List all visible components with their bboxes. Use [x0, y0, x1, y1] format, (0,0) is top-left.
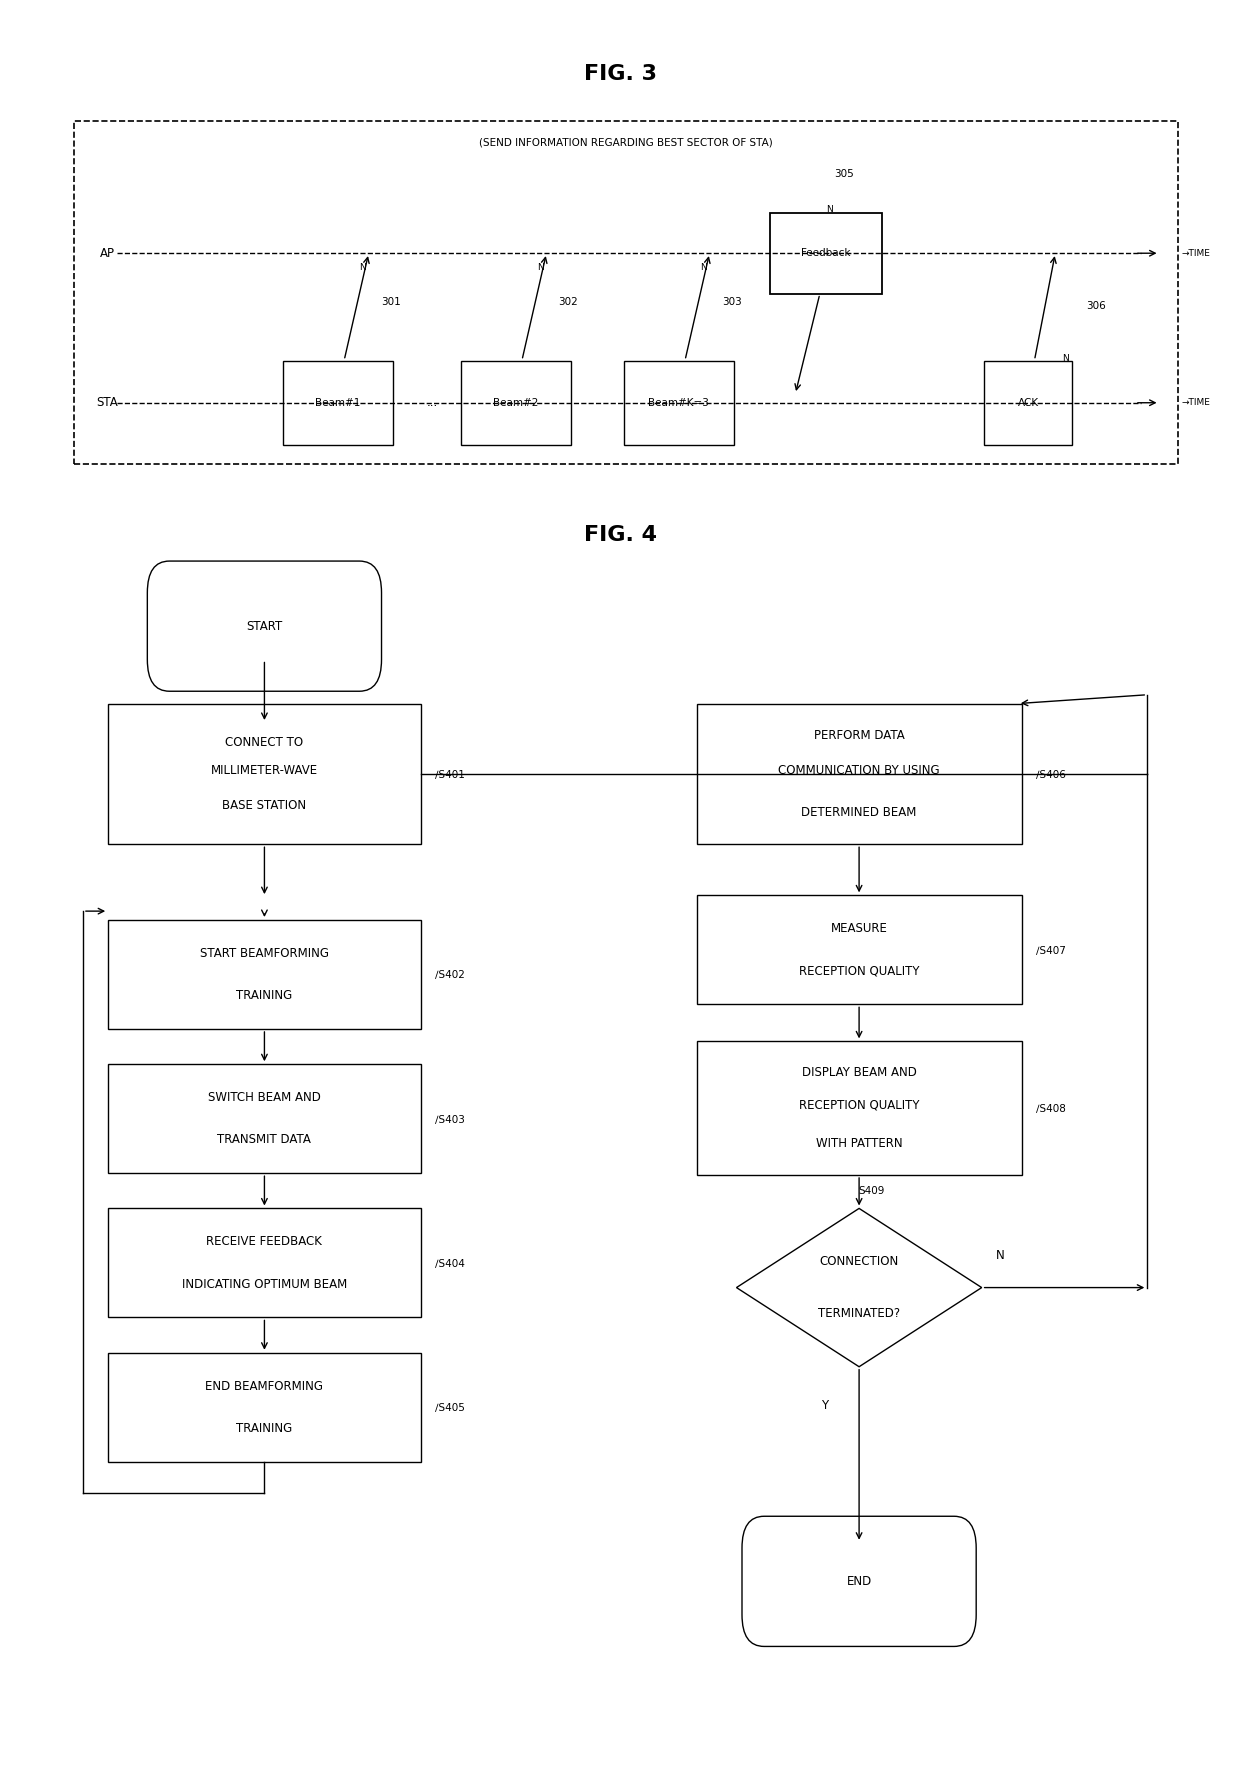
Text: END BEAMFORMING: END BEAMFORMING	[206, 1379, 324, 1392]
Text: SWITCH BEAM AND: SWITCH BEAM AND	[208, 1090, 321, 1105]
Text: 301: 301	[381, 296, 401, 307]
Text: DISPLAY BEAM AND: DISPLAY BEAM AND	[801, 1067, 916, 1080]
Text: ∕S406: ∕S406	[1037, 769, 1066, 778]
Text: N: N	[996, 1250, 1004, 1262]
Text: MILLIMETER-WAVE: MILLIMETER-WAVE	[211, 764, 317, 777]
Text: ∕S403: ∕S403	[435, 1113, 465, 1124]
Text: FIG. 3: FIG. 3	[584, 64, 656, 83]
Text: Beam#1: Beam#1	[315, 397, 361, 408]
Text: ∕S401: ∕S401	[435, 769, 465, 778]
Text: 305: 305	[835, 168, 854, 179]
FancyBboxPatch shape	[460, 360, 570, 445]
FancyBboxPatch shape	[108, 920, 420, 1028]
Text: (SEND INFORMATION REGARDING BEST SECTOR OF STA): (SEND INFORMATION REGARDING BEST SECTOR …	[479, 137, 773, 147]
Text: N: N	[537, 262, 543, 271]
Text: Feedback: Feedback	[801, 248, 851, 259]
FancyBboxPatch shape	[742, 1516, 976, 1647]
Text: TERMINATED?: TERMINATED?	[818, 1307, 900, 1321]
Text: RECEPTION QUALITY: RECEPTION QUALITY	[799, 1097, 919, 1112]
Text: CONNECT TO: CONNECT TO	[226, 736, 304, 748]
Text: ∕S408: ∕S408	[1037, 1103, 1066, 1113]
Text: N: N	[826, 204, 833, 215]
Text: WITH PATTERN: WITH PATTERN	[816, 1136, 903, 1151]
Text: END: END	[847, 1574, 872, 1589]
Text: CONNECTION: CONNECTION	[820, 1255, 899, 1268]
Text: TRAINING: TRAINING	[237, 989, 293, 1002]
FancyBboxPatch shape	[74, 121, 1178, 465]
Text: N: N	[701, 262, 707, 271]
Text: TRANSMIT DATA: TRANSMIT DATA	[217, 1133, 311, 1147]
Text: MEASURE: MEASURE	[831, 922, 888, 934]
Text: N: N	[360, 262, 366, 271]
Text: Beam#K=3: Beam#K=3	[649, 397, 709, 408]
Text: →TIME: →TIME	[1182, 248, 1210, 257]
FancyBboxPatch shape	[108, 1209, 420, 1317]
Text: S409: S409	[858, 1186, 884, 1195]
FancyBboxPatch shape	[697, 895, 1022, 1004]
Text: →TIME: →TIME	[1182, 399, 1210, 408]
FancyBboxPatch shape	[108, 1353, 420, 1461]
FancyBboxPatch shape	[108, 1064, 420, 1174]
Text: COMMUNICATION BY USING: COMMUNICATION BY USING	[779, 764, 940, 777]
Text: ∕S402: ∕S402	[435, 970, 465, 979]
Text: ACK: ACK	[1018, 397, 1039, 408]
FancyBboxPatch shape	[283, 360, 393, 445]
Text: Beam#2: Beam#2	[494, 397, 538, 408]
Text: DETERMINED BEAM: DETERMINED BEAM	[801, 807, 916, 819]
Text: INDICATING OPTIMUM BEAM: INDICATING OPTIMUM BEAM	[182, 1278, 347, 1291]
Text: RECEPTION QUALITY: RECEPTION QUALITY	[799, 965, 919, 977]
Text: START: START	[247, 619, 283, 633]
FancyBboxPatch shape	[108, 704, 420, 844]
Text: FIG. 4: FIG. 4	[584, 525, 656, 544]
FancyBboxPatch shape	[624, 360, 734, 445]
Text: ...: ...	[427, 395, 438, 410]
FancyBboxPatch shape	[697, 1041, 1022, 1175]
Text: ∕S404: ∕S404	[435, 1259, 465, 1268]
Text: 302: 302	[559, 296, 578, 307]
Text: ∕S405: ∕S405	[435, 1402, 465, 1413]
FancyBboxPatch shape	[697, 704, 1022, 844]
Text: N: N	[1061, 355, 1069, 363]
Text: 303: 303	[722, 296, 742, 307]
Text: ∕S407: ∕S407	[1037, 945, 1066, 956]
Text: PERFORM DATA: PERFORM DATA	[813, 729, 904, 741]
FancyBboxPatch shape	[148, 560, 382, 691]
Text: Y: Y	[821, 1399, 828, 1411]
FancyBboxPatch shape	[770, 213, 883, 294]
Text: AP: AP	[100, 246, 115, 259]
FancyBboxPatch shape	[985, 360, 1073, 445]
Text: STA: STA	[97, 395, 118, 410]
Polygon shape	[737, 1209, 982, 1367]
Text: START BEAMFORMING: START BEAMFORMING	[200, 947, 329, 959]
Text: 306: 306	[1086, 301, 1106, 310]
Text: BASE STATION: BASE STATION	[222, 800, 306, 812]
Text: TRAINING: TRAINING	[237, 1422, 293, 1434]
Text: RECEIVE FEEDBACK: RECEIVE FEEDBACK	[207, 1236, 322, 1248]
